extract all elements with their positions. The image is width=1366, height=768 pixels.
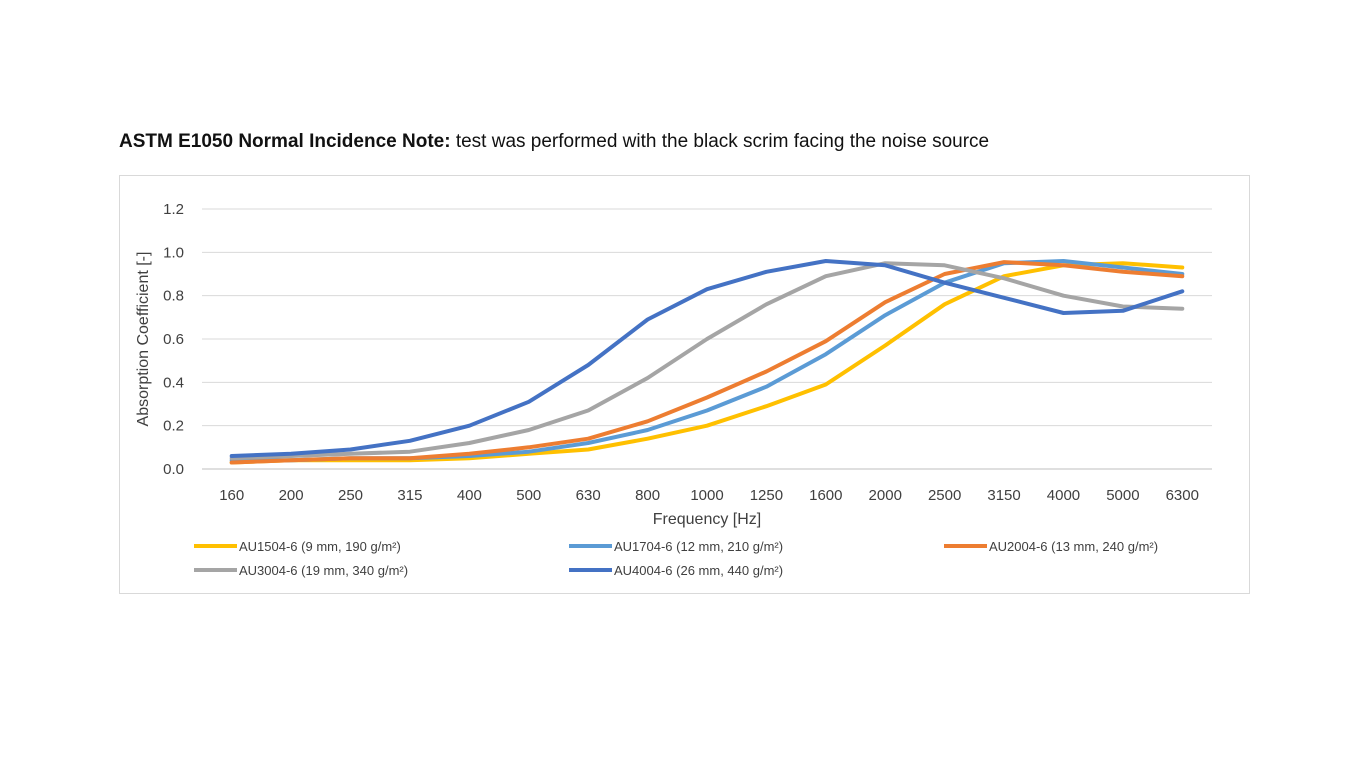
y-axis-title: Absorption Coefficient [-] xyxy=(135,252,152,427)
x-tick-label-14: 4000 xyxy=(1047,487,1080,504)
chart-heading: ASTM E1050 Normal Incidence Note: test w… xyxy=(119,131,989,153)
x-tick-label-6: 630 xyxy=(576,487,601,504)
x-tick-label-8: 1000 xyxy=(690,487,723,504)
chart-heading-bold: ASTM E1050 Normal Incidence Note: xyxy=(119,131,451,152)
x-tick-label-16: 6300 xyxy=(1166,487,1199,504)
series-line-3 xyxy=(229,260,1185,465)
series-line-1 xyxy=(229,261,1185,465)
series-line-5 xyxy=(229,259,1185,458)
x-tick-label-15: 5000 xyxy=(1106,487,1139,504)
x-tick-label-1: 200 xyxy=(279,487,304,504)
x-tick-label-7: 800 xyxy=(635,487,660,504)
x-tick-label-12: 2500 xyxy=(928,487,961,504)
legend-label-5: AU4004-6 (26 mm, 440 g/m²) xyxy=(614,563,783,578)
y-tick-label-5: 1.0 xyxy=(163,244,184,261)
y-tick-label-3: 0.6 xyxy=(163,331,184,348)
series-line-4 xyxy=(229,261,1185,461)
x-tick-label-0: 160 xyxy=(219,487,244,504)
x-axis-title: Frequency [Hz] xyxy=(653,511,761,528)
y-tick-label-4: 0.8 xyxy=(163,288,184,305)
y-tick-label-2: 0.4 xyxy=(163,374,184,391)
legend-label-4: AU3004-6 (19 mm, 340 g/m²) xyxy=(239,563,408,578)
absorption-line-chart: 0.0 0.2 0.4 0.6 0.8 1.0 1.2 160 200 250 315 400 500 6… xyxy=(135,201,1212,578)
x-tick-label-13: 3150 xyxy=(987,487,1020,504)
y-tick-label-0: 0.0 xyxy=(163,461,184,478)
y-tick-label-6: 1.2 xyxy=(163,201,184,218)
x-tick-label-4: 400 xyxy=(457,487,482,504)
x-tick-label-11: 2000 xyxy=(869,487,902,504)
legend-label-2: AU1704-6 (12 mm, 210 g/m²) xyxy=(614,539,783,554)
x-tick-label-2: 250 xyxy=(338,487,363,504)
legend-label-1: AU1504-6 (9 mm, 190 g/m²) xyxy=(239,539,401,554)
y-tick-label-1: 0.2 xyxy=(163,418,184,435)
x-tick-label-9: 1250 xyxy=(750,487,783,504)
x-tick-label-3: 315 xyxy=(397,487,422,504)
chart-frame: 0.0 0.2 0.4 0.6 0.8 1.0 1.2 160 200 250 315 400 500 6… xyxy=(119,175,1250,594)
chart-heading-note: test was performed with the black scrim … xyxy=(450,131,990,152)
legend-label-3: AU2004-6 (13 mm, 240 g/m²) xyxy=(989,539,1158,554)
x-tick-label-5: 500 xyxy=(516,487,541,504)
x-tick-label-10: 1600 xyxy=(809,487,842,504)
